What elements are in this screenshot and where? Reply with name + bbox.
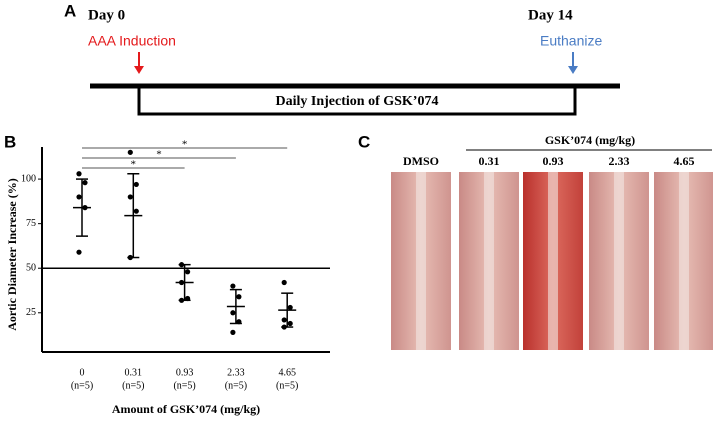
- x-axis-label: Amount of GSK’074 (mg/kg): [112, 402, 260, 416]
- data-point: [76, 171, 82, 177]
- aorta-vessel: [614, 172, 624, 350]
- data-point: [185, 295, 191, 302]
- data-point: [281, 279, 287, 286]
- photo-label: 0.93: [543, 154, 564, 168]
- photo-label: DMSO: [403, 154, 439, 168]
- n-label: (n=5): [225, 380, 247, 391]
- photo-label: 0.31: [479, 154, 500, 168]
- panel-letter: A: [64, 1, 76, 20]
- data-point: [287, 320, 293, 327]
- n-label: (n=5): [173, 380, 195, 391]
- day-label: Day 0: [88, 7, 125, 23]
- data-point: [179, 297, 185, 303]
- y-tick-label: 100: [21, 173, 36, 184]
- y-tick-label: 75: [26, 218, 36, 229]
- y-axis-label: Aortic Diameter Increase (%): [5, 178, 19, 331]
- photo-label: 2.33: [609, 154, 630, 168]
- significance-label: *: [182, 139, 188, 151]
- data-point: [127, 254, 133, 261]
- data-point: [236, 319, 242, 325]
- event-label: AAA Induction: [88, 33, 176, 49]
- data-point: [133, 208, 139, 214]
- y-tick-label: 50: [26, 263, 36, 274]
- data-point: [287, 304, 293, 311]
- data-point: [82, 205, 88, 211]
- data-point: [76, 194, 82, 200]
- data-point: [179, 262, 185, 268]
- data-point: [76, 249, 82, 255]
- arrow-head: [568, 66, 578, 74]
- bar-label: Daily Injection of GSK’074: [276, 94, 439, 109]
- data-point: [230, 310, 236, 316]
- y-tick-label: 25: [26, 307, 36, 318]
- x-tick-label: 0.31: [125, 367, 143, 378]
- data-point: [230, 329, 236, 335]
- data-point: [127, 149, 133, 155]
- panel-letter: B: [4, 132, 16, 151]
- aorta-vessel: [416, 172, 426, 350]
- data-point: [281, 317, 287, 323]
- group-label: GSK’074 (mg/kg): [545, 133, 635, 147]
- data-point: [230, 283, 236, 289]
- data-point: [236, 294, 242, 300]
- n-label: (n=5): [276, 380, 298, 391]
- n-label: (n=5): [122, 380, 144, 391]
- data-point: [185, 269, 191, 275]
- n-label: (n=5): [71, 380, 93, 391]
- arrow-head: [134, 66, 144, 74]
- x-tick-label: 4.65: [278, 367, 296, 378]
- data-point: [82, 180, 88, 186]
- aorta-vessel: [679, 172, 689, 350]
- data-point: [281, 324, 287, 330]
- photo-label: 4.65: [674, 154, 695, 168]
- x-tick-label: 0.93: [176, 367, 194, 378]
- data-point: [127, 194, 133, 200]
- data-point: [179, 279, 185, 286]
- x-tick-label: 2.33: [227, 367, 245, 378]
- day-label: Day 14: [528, 7, 573, 23]
- injection-bracket: [137, 84, 577, 116]
- significance-label: *: [131, 159, 137, 171]
- event-label: Euthanize: [540, 33, 602, 49]
- significance-label: *: [156, 149, 162, 161]
- aorta-vessel: [484, 172, 494, 350]
- data-point: [133, 181, 139, 188]
- x-tick-label: 0: [80, 367, 85, 378]
- aorta-vessel: [548, 172, 558, 350]
- panel-letter: C: [358, 132, 370, 151]
